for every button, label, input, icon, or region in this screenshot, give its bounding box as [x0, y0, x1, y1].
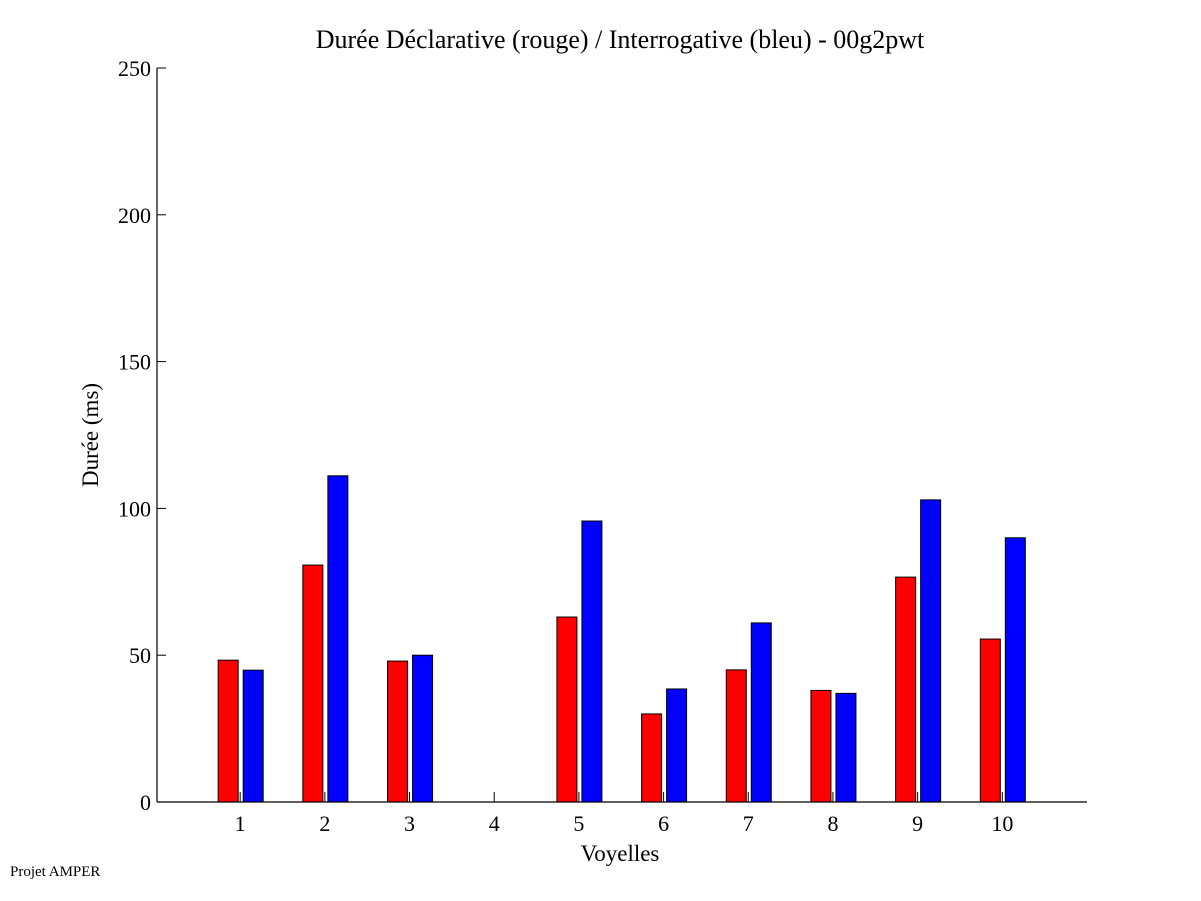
- x-tick-label: 8: [827, 811, 838, 836]
- x-tick-label: 3: [404, 811, 415, 836]
- y-tick-label: 150: [118, 350, 151, 375]
- x-tick-label: 9: [912, 811, 923, 836]
- x-tick-label: 10: [991, 811, 1013, 836]
- y-tick-label: 50: [129, 643, 151, 668]
- bar-declarative-7: [725, 669, 747, 803]
- x-tick-label: 1: [235, 811, 246, 836]
- footer-label: Projet AMPER: [10, 864, 101, 880]
- y-tick-label: 250: [118, 56, 151, 81]
- bar-interrogative-1: [242, 669, 264, 803]
- bar-interrogative-10: [1004, 537, 1026, 803]
- bar-declarative-3: [387, 660, 409, 803]
- y-tick-label: 200: [118, 203, 151, 228]
- x-axis-label: Voyelles: [581, 841, 660, 866]
- x-tick-label: 7: [743, 811, 754, 836]
- bar-interrogative-2: [327, 475, 349, 803]
- y-axis-label: Durée (ms): [78, 383, 103, 487]
- chart-title: Durée Déclarative (rouge) / Interrogativ…: [316, 25, 925, 54]
- bar-interrogative-9: [920, 499, 942, 803]
- bar-declarative-2: [302, 564, 324, 803]
- bar-declarative-9: [895, 576, 917, 803]
- bar-interrogative-3: [412, 654, 434, 803]
- y-tick-label: 0: [140, 790, 151, 815]
- bar-declarative-8: [810, 689, 832, 803]
- bar-interrogative-7: [750, 622, 772, 803]
- x-tick-label: 6: [658, 811, 669, 836]
- bar-interrogative-6: [666, 688, 688, 803]
- bar-interrogative-8: [835, 692, 857, 803]
- bar-declarative-1: [217, 659, 239, 803]
- y-tick-label: 100: [118, 496, 151, 521]
- bar-declarative-5: [556, 616, 578, 803]
- bar-declarative-10: [979, 638, 1001, 803]
- bar-declarative-6: [641, 713, 663, 803]
- bar-interrogative-5: [581, 520, 603, 803]
- x-tick-label: 4: [489, 811, 500, 836]
- x-tick-label: 2: [319, 811, 330, 836]
- x-tick-label: 5: [573, 811, 584, 836]
